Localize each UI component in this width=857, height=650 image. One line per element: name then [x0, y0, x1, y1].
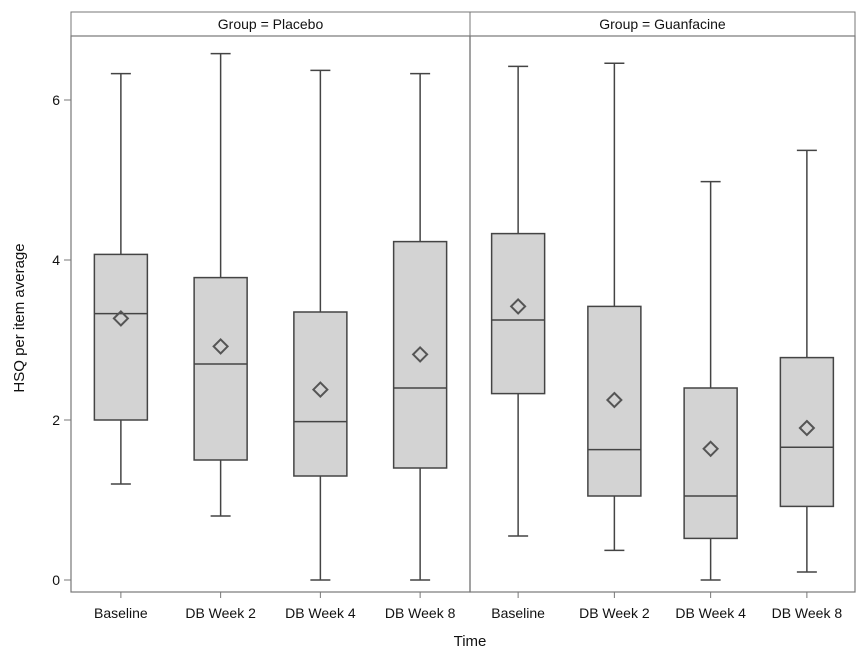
panel-frames: Group = Placebo Group = Guanfacine	[70, 11, 856, 593]
box-group	[587, 62, 642, 552]
x-tick-label: DB Week 2	[579, 605, 650, 621]
panel-title: Group = Guanfacine	[599, 16, 726, 32]
x-tick-label: DB Week 4	[675, 605, 746, 621]
y-axis: 0 2 4 6	[52, 92, 71, 588]
x-tick-label: DB Week 4	[285, 605, 356, 621]
iqr-box	[93, 253, 149, 421]
y-tick-label: 0	[52, 572, 60, 588]
box-marks	[93, 52, 835, 581]
y-tick-label: 4	[52, 252, 60, 268]
box-group	[490, 65, 546, 537]
iqr-box	[392, 240, 448, 469]
y-tick-label: 2	[52, 412, 60, 428]
mean-marker	[605, 391, 623, 409]
box-group	[392, 72, 448, 581]
panel-header	[70, 11, 471, 37]
mean-marker	[212, 337, 230, 355]
box-group	[293, 69, 348, 581]
box-group	[93, 72, 149, 485]
mean-marker	[702, 440, 720, 458]
x-tick-label: DB Week 8	[772, 605, 843, 621]
panel-frame	[469, 35, 856, 593]
iqr-box	[779, 356, 835, 508]
x-axis: Baseline DB Week 2 DB Week 4 DB Week 8 Basel…	[94, 592, 842, 621]
iqr-box	[193, 276, 248, 461]
y-tick-label: 6	[52, 92, 60, 108]
box-group	[683, 180, 738, 581]
box-group	[193, 52, 248, 517]
mean-marker	[112, 309, 130, 327]
mean-marker	[798, 419, 816, 437]
x-tick-label: DB Week 2	[185, 605, 256, 621]
panel-header	[469, 11, 856, 37]
x-axis-title: Time	[454, 633, 487, 650]
x-tick-label: Baseline	[94, 605, 148, 621]
iqr-box	[587, 305, 642, 497]
panel-title: Group = Placebo	[218, 16, 324, 32]
y-axis-title: HSQ per item average	[11, 243, 28, 392]
mean-marker	[411, 345, 429, 363]
mean-marker	[509, 297, 527, 315]
mean-marker	[311, 381, 329, 399]
iqr-box	[293, 311, 348, 477]
x-tick-label: DB Week 8	[385, 605, 456, 621]
box-group	[779, 149, 835, 573]
x-tick-label: Baseline	[491, 605, 545, 621]
iqr-box	[683, 387, 738, 540]
